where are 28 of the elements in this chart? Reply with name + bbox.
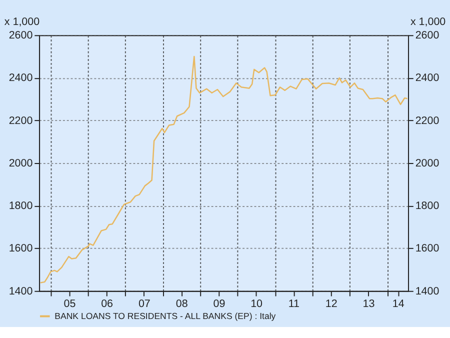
- y-axis-title: x 1,000: [4, 16, 40, 28]
- x-tick-label: 08: [176, 298, 188, 310]
- y2-axis-title: x 1,000: [410, 16, 446, 28]
- x-tick-label: 09: [213, 298, 226, 310]
- y-tick-label: 1800: [8, 200, 33, 212]
- y2-tick-label: 1800: [415, 200, 440, 212]
- legend-label: BANK LOANS TO RESIDENTS - ALL BANKS (EP) : Italy: [54, 311, 276, 322]
- y-tick-label: 2400: [8, 72, 33, 84]
- x-tick-label: 12: [325, 298, 338, 310]
- x-tick-label: 13: [362, 298, 375, 310]
- y-tick-label: 1400: [8, 285, 33, 298]
- y2-tick-label: 1600: [415, 242, 440, 255]
- y-tick-label: 2000: [8, 157, 33, 170]
- x-tick-label: 07: [138, 298, 150, 310]
- y2-tick-label: 2600: [415, 30, 440, 42]
- x-tick-label: 10: [250, 298, 263, 310]
- x-tick-label: 14: [392, 298, 404, 310]
- y2-tick-label: 2200: [415, 114, 440, 127]
- x-tick-label: 06: [101, 298, 114, 310]
- y2-tick-label: 2000: [415, 157, 440, 170]
- y-tick-label: 2200: [8, 114, 33, 127]
- y2-tick-label: 1400: [415, 285, 440, 298]
- x-tick-label: 11: [288, 298, 300, 310]
- y-tick-label: 2600: [8, 30, 33, 42]
- y-tick-label: 1600: [8, 242, 33, 255]
- line-series: [40, 56, 408, 284]
- y2-tick-label: 2400: [415, 72, 440, 84]
- x-tick-label: 05: [64, 298, 76, 310]
